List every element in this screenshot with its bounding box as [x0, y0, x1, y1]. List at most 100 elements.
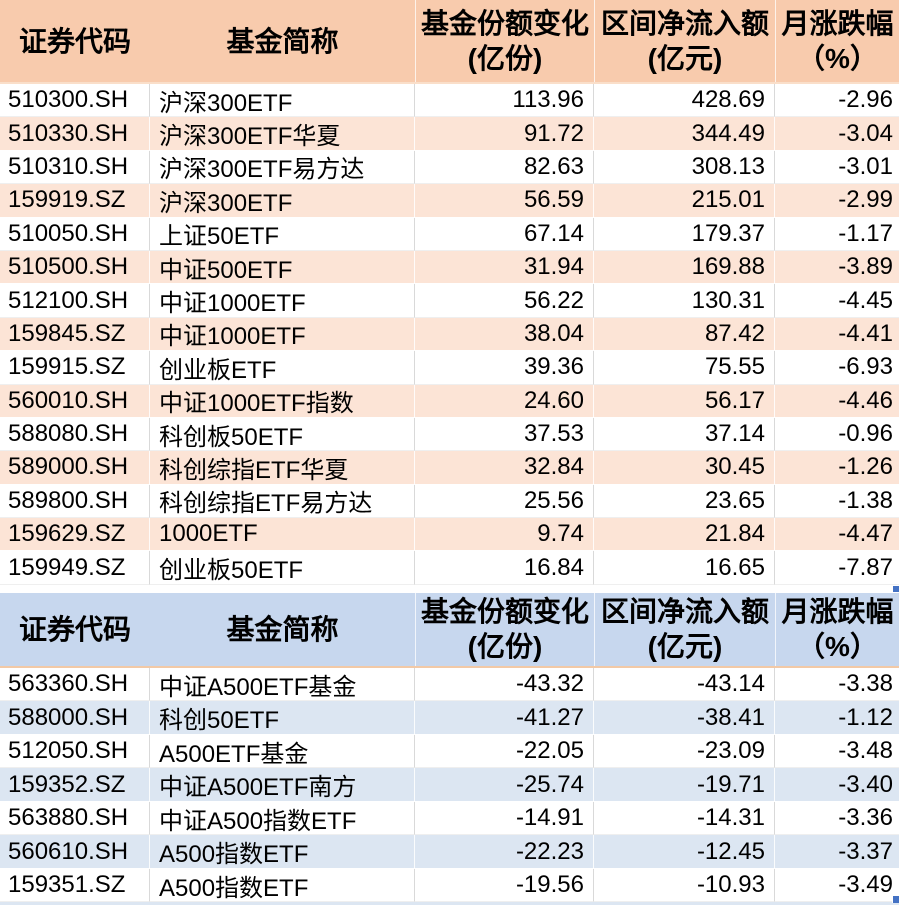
- security-code-cell: 510050.SH: [0, 217, 150, 251]
- share-change-cell: 9.74: [415, 518, 594, 552]
- header-net-inflow: 区间净流入额 (亿元): [594, 592, 775, 666]
- monthly-change-cell: -3.36: [775, 802, 899, 836]
- table-row: 159915.SZ 创业板ETF 39.36 75.55 -6.93: [0, 351, 899, 385]
- monthly-change-cell: -3.89: [775, 251, 899, 285]
- monthly-change-cell: -3.01: [775, 151, 899, 185]
- share-change-cell: 56.22: [415, 284, 594, 318]
- header-security-code: 证券代码: [0, 593, 150, 666]
- share-change-cell: 31.94: [415, 250, 594, 285]
- outflow-table: 证券代码 基金简称 基金份额变化 (亿份) 区间净流入额 (亿元) 月涨跌幅 （…: [0, 592, 899, 903]
- table-row: 560010.SH 中证1000ETF指数 24.60 56.17 -4.46: [0, 384, 899, 418]
- fund-name-cell: 沪深300ETF易方达: [150, 150, 415, 185]
- table-row: 589000.SH 科创综指ETF华夏 32.84 30.45 -1.26: [0, 451, 899, 485]
- security-code-cell: 159351.SZ: [0, 868, 150, 903]
- inflow-table-rows: 510300.SH 沪深300ETF 113.96 428.69 -2.96 5…: [0, 84, 899, 585]
- header-net-inflow: 区间净流入额 (亿元): [594, 0, 775, 82]
- security-code-cell: 588000.SH: [0, 701, 150, 735]
- table-row: 512100.SH 中证1000ETF 56.22 130.31 -4.45: [0, 284, 899, 318]
- selection-handle[interactable]: [892, 585, 899, 592]
- monthly-change-cell: -1.17: [775, 218, 899, 251]
- share-change-cell: -14.91: [415, 801, 594, 836]
- header-net-inflow-label: 区间净流入额: [600, 8, 769, 39]
- fund-name-cell: 中证1000ETF: [150, 317, 415, 352]
- net-inflow-cell: 179.37: [594, 217, 775, 251]
- share-change-cell: -19.56: [415, 868, 594, 903]
- selection-handle[interactable]: [892, 895, 899, 903]
- table-row: 159919.SZ 沪深300ETF 56.59 215.01 -2.99: [0, 184, 899, 218]
- monthly-change-cell: -1.26: [775, 451, 899, 485]
- security-code-cell: 159352.SZ: [0, 768, 150, 802]
- header-fund-name: 基金简称: [150, 0, 415, 82]
- security-code-cell: 589000.SH: [0, 451, 150, 485]
- net-inflow-cell: -19.71: [594, 768, 775, 802]
- monthly-change-cell: -3.37: [775, 835, 899, 869]
- fund-name-cell: 中证A500ETF南方: [150, 768, 415, 802]
- table-row: 563880.SH 中证A500指数ETF -14.91 -14.31 -3.3…: [0, 801, 899, 836]
- security-code-cell: 159915.SZ: [0, 351, 150, 385]
- share-change-cell: -22.05: [415, 734, 594, 769]
- security-code-cell: 159949.SZ: [0, 551, 150, 585]
- monthly-change-cell: -1.38: [775, 485, 899, 519]
- table-row: 159351.SZ A500指数ETF -19.56 -10.93 -3.49: [0, 868, 899, 903]
- fund-name-cell: 中证500ETF: [150, 250, 415, 285]
- table-gap: [0, 584, 899, 593]
- table-row: 512050.SH A500ETF基金 -22.05 -23.09 -3.48: [0, 734, 899, 769]
- net-inflow-cell: 16.65: [594, 551, 775, 585]
- security-code-cell: 512100.SH: [0, 284, 150, 318]
- header-share-change-label: 基金份额变化: [420, 596, 589, 628]
- fund-name-cell: A500指数ETF: [150, 868, 415, 903]
- header-monthly-change: 月涨跌幅 （%）: [775, 592, 899, 666]
- net-inflow-cell: 21.84: [594, 518, 775, 552]
- table-row: 159845.SZ 中证1000ETF 38.04 87.42 -4.41: [0, 317, 899, 352]
- header-fund-name-label: 基金简称: [226, 613, 339, 645]
- net-inflow-cell: 130.31: [594, 284, 775, 318]
- share-change-cell: 25.56: [415, 484, 594, 519]
- fund-name-cell: 沪深300ETF: [150, 84, 415, 118]
- header-fund-name-label: 基金简称: [226, 25, 339, 57]
- net-inflow-cell: 56.17: [594, 384, 775, 418]
- fund-name-cell: 中证1000ETF: [150, 284, 415, 318]
- security-code-cell: 563360.SH: [0, 667, 150, 702]
- partial-next-row: [0, 902, 899, 905]
- monthly-change-cell: -4.47: [775, 518, 899, 552]
- fund-name-cell: 中证A500ETF基金: [150, 667, 415, 702]
- header-monthly-change-label: 月涨跌幅: [781, 596, 894, 628]
- net-inflow-cell: -10.93: [594, 868, 775, 903]
- share-change-cell: 16.84: [415, 551, 594, 585]
- header-net-inflow-unit: (亿元): [647, 631, 723, 663]
- fund-name-cell: 1000ETF: [150, 518, 415, 552]
- monthly-change-cell: -3.49: [775, 869, 899, 903]
- table-row: 510310.SH 沪深300ETF易方达 82.63 308.13 -3.01: [0, 150, 899, 185]
- net-inflow-cell: 30.45: [594, 451, 775, 485]
- fund-name-cell: 科创50ETF: [150, 701, 415, 735]
- header-net-inflow-unit: (亿元): [647, 43, 723, 74]
- fund-name-cell: 科创综指ETF易方达: [150, 484, 415, 519]
- fund-name-cell: 沪深300ETF: [150, 184, 415, 218]
- monthly-change-cell: -2.96: [775, 84, 899, 118]
- net-inflow-cell: -12.45: [594, 835, 775, 869]
- share-change-cell: 24.60: [415, 384, 594, 418]
- security-code-cell: 159845.SZ: [0, 317, 150, 352]
- table-row: 510300.SH 沪深300ETF 113.96 428.69 -2.96: [0, 84, 899, 118]
- net-inflow-cell: -38.41: [594, 701, 775, 735]
- inflow-table: 证券代码 基金简称 基金份额变化 (亿份) 区间净流入额 (亿元) 月涨跌幅 （…: [0, 0, 899, 585]
- net-inflow-cell: 23.65: [594, 484, 775, 519]
- share-change-cell: -22.23: [415, 835, 594, 869]
- share-change-cell: 67.14: [415, 217, 594, 251]
- table-row: 510500.SH 中证500ETF 31.94 169.88 -3.89: [0, 250, 899, 285]
- header-security-code-label: 证券代码: [18, 25, 131, 57]
- header-monthly-change-unit: （%）: [797, 43, 878, 74]
- monthly-change-cell: -6.93: [775, 351, 899, 385]
- header-share-change-label: 基金份额变化: [420, 8, 589, 39]
- fund-name-cell: A500ETF基金: [150, 734, 415, 769]
- security-code-cell: 512050.SH: [0, 734, 150, 769]
- share-change-cell: 82.63: [415, 150, 594, 185]
- monthly-change-cell: -3.38: [775, 668, 899, 702]
- monthly-change-cell: -4.45: [775, 284, 899, 318]
- header-share-change: 基金份额变化 (亿份): [415, 0, 594, 82]
- monthly-change-cell: -0.96: [775, 418, 899, 452]
- security-code-cell: 588080.SH: [0, 417, 150, 452]
- header-monthly-change-unit: （%）: [797, 631, 878, 663]
- table-row: 588000.SH 科创50ETF -41.27 -38.41 -1.12: [0, 701, 899, 735]
